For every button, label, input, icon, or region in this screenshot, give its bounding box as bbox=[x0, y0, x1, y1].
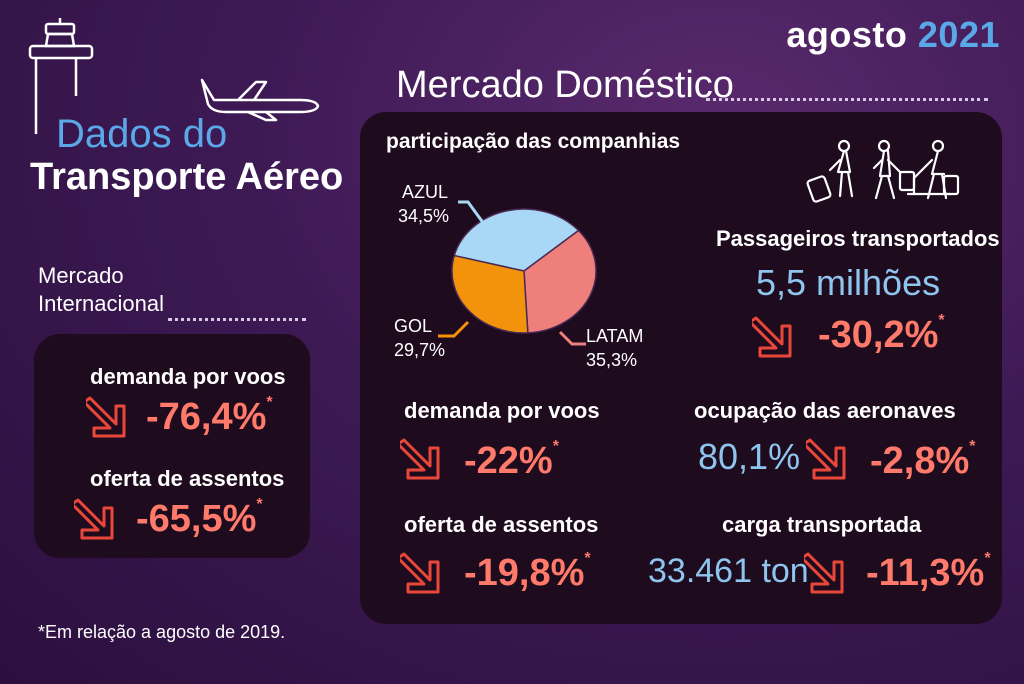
brand-title-line1: Dados do bbox=[56, 112, 228, 156]
passengers-change-number: -30,2% bbox=[818, 314, 939, 356]
azul-share: 34,5% bbox=[398, 206, 450, 226]
gol-share: 29,7% bbox=[394, 340, 446, 360]
asterisk: * bbox=[584, 550, 591, 567]
asterisk: * bbox=[266, 394, 273, 411]
latam-name: LATAM bbox=[586, 326, 644, 346]
pie-label-azul: AZUL 34,5% bbox=[398, 180, 449, 228]
leader-line-azul bbox=[458, 200, 486, 225]
passengers-change: -30,2%* bbox=[818, 312, 945, 357]
international-title-line1: Mercado bbox=[38, 263, 124, 288]
divider-dots bbox=[168, 318, 306, 321]
latam-share: 35,3% bbox=[586, 350, 638, 370]
cargo-value: 33.461 ton bbox=[648, 552, 809, 590]
report-year: 2021 bbox=[917, 14, 1000, 55]
intl-supply-label: oferta de assentos bbox=[90, 466, 285, 491]
dom-supply-number: -19,8% bbox=[464, 552, 585, 594]
asterisk: * bbox=[256, 496, 263, 513]
divider-dots bbox=[706, 98, 988, 101]
passengers-value: 5,5 milhões bbox=[756, 262, 941, 303]
dom-demand-label: demanda por voos bbox=[404, 398, 600, 423]
cargo-change-number: -11,3% bbox=[866, 552, 985, 594]
down-arrow-icon bbox=[400, 438, 440, 480]
asterisk: * bbox=[969, 438, 976, 455]
share-title: participação das companhias bbox=[386, 130, 681, 153]
down-arrow-icon bbox=[752, 316, 792, 358]
azul-name: AZUL bbox=[402, 182, 449, 202]
report-date: agosto 2021 bbox=[786, 14, 1000, 56]
down-arrow-icon bbox=[806, 438, 846, 480]
domestic-section-title: Mercado Doméstico bbox=[396, 64, 734, 106]
dom-demand-number: -22% bbox=[464, 440, 553, 482]
asterisk: * bbox=[938, 312, 945, 329]
cargo-change: -11,3%* bbox=[866, 550, 991, 595]
airplane-icon bbox=[200, 78, 320, 122]
down-arrow-icon bbox=[804, 552, 844, 594]
occupancy-change: -2,8%* bbox=[870, 438, 976, 483]
asterisk: * bbox=[552, 438, 559, 455]
occupancy-label: ocupação das aeronaves bbox=[694, 398, 956, 423]
occupancy-change-number: -2,8% bbox=[870, 440, 970, 482]
dom-demand-change: -22%* bbox=[464, 438, 559, 483]
international-section-title: Mercado Internacional bbox=[38, 262, 164, 318]
travelers-icon bbox=[806, 139, 960, 203]
intl-supply-value: -65,5%* bbox=[136, 496, 263, 541]
passengers-label: Passageiros transportados bbox=[716, 226, 1000, 251]
pie-slice-gol bbox=[451, 254, 529, 334]
asterisk: * bbox=[984, 550, 991, 567]
pie-label-gol: GOL 29,7% bbox=[394, 314, 445, 362]
cargo-label: carga transportada bbox=[722, 512, 922, 537]
pie-slice-azul bbox=[453, 208, 580, 272]
international-panel bbox=[34, 334, 310, 558]
control-tower-icon bbox=[28, 18, 94, 134]
leader-line-gol bbox=[438, 320, 470, 338]
pie-label-latam: LATAM 35,3% bbox=[586, 324, 643, 372]
pie-slice-latam bbox=[523, 229, 597, 334]
airline-share-pie bbox=[451, 208, 597, 334]
brand-title-line2: Transporte Aéreo bbox=[30, 156, 344, 198]
down-arrow-icon bbox=[74, 498, 114, 540]
leader-line-latam bbox=[558, 330, 586, 346]
dom-supply-label: oferta de assentos bbox=[404, 512, 599, 537]
report-month: agosto bbox=[786, 14, 908, 55]
dom-supply-change: -19,8%* bbox=[464, 550, 591, 595]
gol-name: GOL bbox=[394, 316, 433, 336]
down-arrow-icon bbox=[400, 552, 440, 594]
occupancy-value: 80,1% bbox=[698, 436, 801, 477]
domestic-panel bbox=[360, 112, 1002, 624]
international-title-line2: Internacional bbox=[38, 291, 164, 316]
footnote: *Em relação a agosto de 2019. bbox=[38, 622, 286, 642]
intl-demand-label: demanda por voos bbox=[90, 364, 286, 389]
intl-demand-number: -76,4% bbox=[146, 396, 267, 438]
intl-supply-number: -65,5% bbox=[136, 498, 257, 540]
intl-demand-value: -76,4%* bbox=[146, 394, 273, 439]
down-arrow-icon bbox=[86, 396, 126, 438]
